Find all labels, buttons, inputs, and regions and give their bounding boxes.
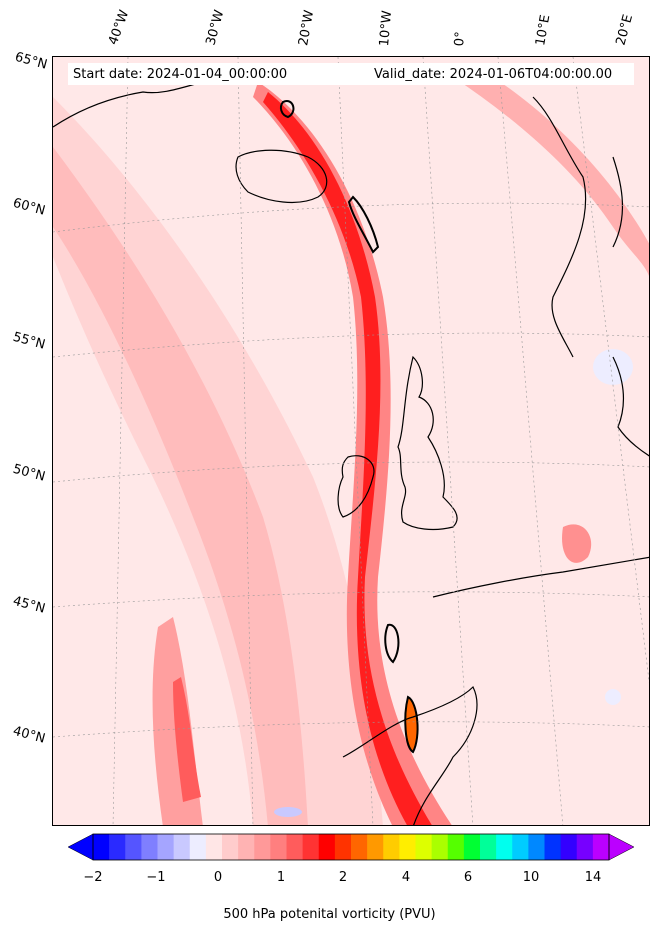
colorbar-segment bbox=[383, 834, 400, 860]
colorbar bbox=[67, 833, 635, 861]
colorbar-segment bbox=[528, 834, 546, 860]
colorbar-segment bbox=[560, 834, 578, 860]
cbar-tick-1: 1 bbox=[276, 870, 286, 885]
colorbar-segment bbox=[351, 834, 368, 860]
lon-label-40w: 40°W bbox=[105, 8, 133, 47]
colorbar-segment bbox=[141, 834, 159, 860]
cbar-tick-14: 14 bbox=[584, 870, 602, 885]
colorbar-segment bbox=[367, 834, 384, 860]
cbar-tick-10: 10 bbox=[522, 870, 540, 885]
colorbar-title: 500 hPa potenital vorticity (PVU) bbox=[223, 907, 436, 922]
colorbar-segment bbox=[222, 834, 239, 860]
start-date-label: Start date: 2024-01-04_00:00:00 bbox=[73, 67, 288, 82]
cbar-tick-neg2: −2 bbox=[83, 870, 103, 885]
colorbar-segment bbox=[399, 834, 417, 860]
lon-label-20w: 20°W bbox=[296, 9, 318, 48]
colorbar-segment bbox=[415, 834, 433, 860]
colorbar-segment bbox=[205, 834, 223, 860]
cbar-tick-6: 6 bbox=[463, 870, 473, 885]
colorbar-segment bbox=[463, 834, 481, 860]
lat-label-55n: 55°N bbox=[11, 329, 47, 353]
colorbar-segment bbox=[157, 834, 175, 860]
map-frame bbox=[52, 56, 650, 826]
coastlines bbox=[53, 81, 649, 825]
lon-label-10w: 10°W bbox=[377, 9, 396, 47]
lat-label-50n: 50°N bbox=[11, 461, 47, 485]
lon-label-0: 0° bbox=[452, 30, 469, 47]
colorbar-segment bbox=[512, 834, 529, 860]
cbar-tick-2: 2 bbox=[338, 870, 348, 885]
western-pv-band-inner bbox=[53, 147, 308, 825]
colorbar-segment bbox=[544, 834, 562, 860]
colorbar-segment bbox=[189, 834, 207, 860]
colorbar-segment bbox=[286, 834, 304, 860]
colorbar-segment bbox=[480, 834, 497, 860]
colorbar-segment bbox=[173, 834, 191, 860]
lat-label-65n: 65°N bbox=[13, 49, 49, 73]
colorbar-segment bbox=[318, 834, 336, 860]
main-pv-streamer-core bbox=[263, 92, 432, 825]
colorbar-segment bbox=[302, 834, 320, 860]
colorbar-segment bbox=[254, 834, 271, 860]
valid-date-label: Valid_date: 2024-01-06T04:00:00.00 bbox=[374, 67, 613, 82]
lon-label-30w: 30°W bbox=[203, 8, 228, 47]
colorbar-segment bbox=[431, 834, 449, 860]
cbar-tick-0: 0 bbox=[213, 870, 223, 885]
colorbar-segment bbox=[270, 834, 288, 860]
colorbar-segment bbox=[447, 834, 465, 860]
lon-label-10e: 10°E bbox=[533, 13, 554, 47]
colorbar-min-extend bbox=[67, 833, 94, 861]
colorbar-segment bbox=[238, 834, 255, 860]
east-pv-blob bbox=[562, 524, 592, 563]
colorbar-segment bbox=[125, 834, 142, 860]
colorbar-segment bbox=[496, 834, 513, 860]
lat-label-60n: 60°N bbox=[11, 195, 47, 219]
lat-label-40n: 40°N bbox=[11, 723, 47, 747]
pv-map bbox=[53, 57, 649, 825]
cbar-tick-neg1: −1 bbox=[146, 870, 166, 885]
cbar-tick-4: 4 bbox=[401, 870, 411, 885]
colorbar-max-extend bbox=[608, 833, 635, 861]
colorbar-segment bbox=[576, 834, 594, 860]
lon-label-20e: 20°E bbox=[613, 12, 637, 48]
southwest-pv-core bbox=[173, 677, 201, 802]
colorbar-segment bbox=[93, 834, 110, 860]
colorbar-segment bbox=[592, 834, 610, 860]
colorbar-segment bbox=[334, 834, 352, 860]
lat-label-45n: 45°N bbox=[11, 593, 47, 617]
colorbar-segment bbox=[109, 834, 126, 860]
header-box bbox=[68, 63, 634, 85]
